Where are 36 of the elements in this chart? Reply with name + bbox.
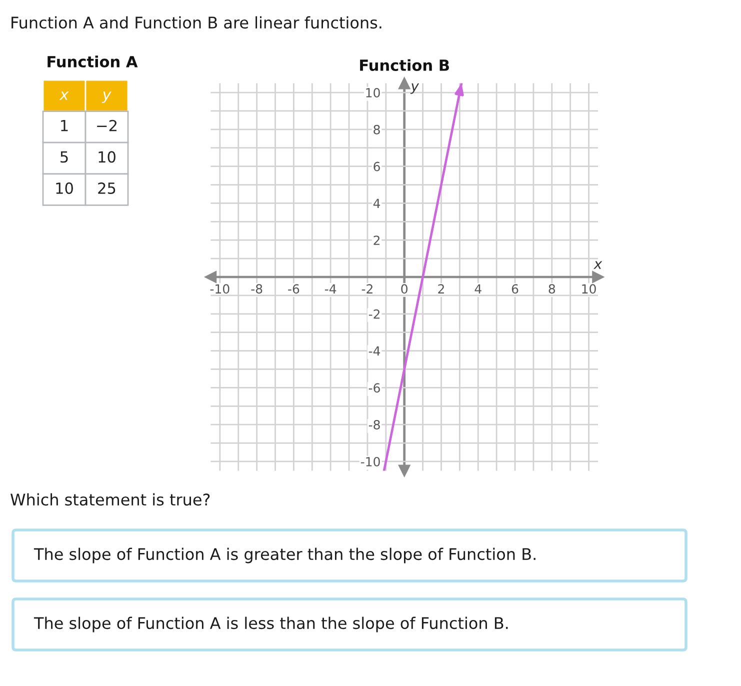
x-tick-label: -10 — [210, 284, 230, 294]
text: 10 — [98, 151, 116, 163]
chart-title: Function B — [360, 59, 449, 72]
x-axis-title: x — [594, 261, 602, 269]
x-tick-label: -4 — [324, 284, 336, 294]
x-tick-label: 6 — [512, 284, 518, 294]
y-tick-label: -10 — [360, 456, 380, 466]
x-tick-label: 2 — [438, 284, 444, 294]
text: 10 — [56, 182, 73, 194]
x-tick-label: 0 — [401, 284, 408, 294]
text: The slope of Function A is greater than the slope of Function B. — [34, 548, 536, 564]
y-tick-label: 2 — [374, 236, 380, 245]
text: y — [102, 92, 112, 104]
y-tick-label: -6 — [368, 383, 380, 393]
text: Which statement is true? — [10, 493, 210, 506]
y-tick-label: 8 — [374, 124, 380, 134]
y-tick-label: -4 — [368, 346, 380, 356]
text: −2 — [97, 120, 116, 132]
text: Function A and Function B are linear functions. — [12, 16, 382, 29]
x-tick-label: 4 — [474, 284, 482, 294]
y-tick-label: 6 — [374, 162, 380, 172]
text: 5 — [60, 151, 68, 163]
y-tick-label: 10 — [366, 88, 380, 98]
y-axis-title: y — [410, 83, 420, 94]
x-tick-label: 8 — [548, 284, 556, 294]
text: x — [59, 92, 69, 100]
text: The slope of Function A is less than the slope of Function B. — [34, 616, 508, 632]
x-tick-label: 10 — [582, 284, 596, 294]
y-tick-label: -2 — [368, 309, 380, 319]
x-tick-label: -6 — [288, 284, 300, 294]
text: 25 — [98, 182, 116, 194]
text: Function A — [48, 56, 138, 68]
x-tick-label: -8 — [251, 284, 262, 294]
y-tick-label: 4 — [373, 198, 380, 208]
text: 1 — [61, 120, 68, 132]
y-tick-label: -8 — [368, 420, 380, 430]
